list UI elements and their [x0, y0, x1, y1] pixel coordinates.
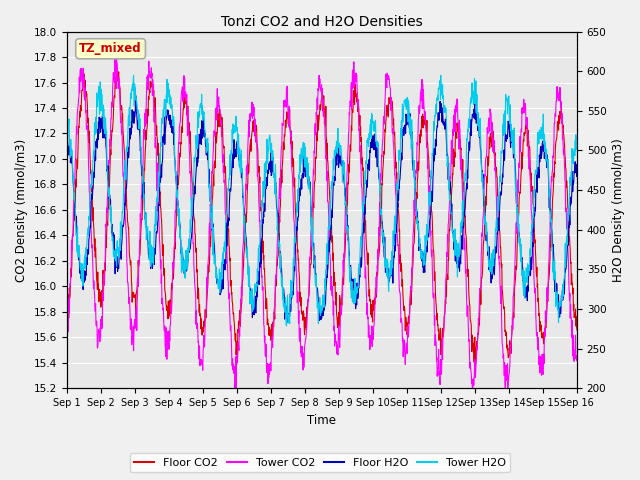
Y-axis label: CO2 Density (mmol/m3): CO2 Density (mmol/m3)	[15, 138, 28, 282]
X-axis label: Time: Time	[307, 414, 336, 427]
Tower H2O	[401, 96, 409, 102]
Tower H2O	[573, 146, 581, 152]
Floor H2O	[164, 108, 172, 113]
Floor CO2	[164, 316, 172, 322]
Text: TZ_mixed: TZ_mixed	[79, 42, 142, 55]
Floor CO2	[63, 316, 70, 322]
Tower H2O	[513, 211, 521, 216]
Floor CO2	[470, 359, 478, 365]
Floor H2O	[177, 236, 184, 241]
Line: Floor CO2: Floor CO2	[67, 72, 577, 362]
Line: Tower H2O: Tower H2O	[67, 75, 577, 326]
Tower H2O	[234, 135, 241, 141]
Floor CO2	[513, 249, 521, 254]
Legend: Floor CO2, Tower CO2, Floor H2O, Tower H2O: Floor CO2, Tower CO2, Floor H2O, Tower H…	[130, 453, 510, 472]
Floor CO2	[573, 327, 581, 333]
Tower H2O	[177, 226, 184, 232]
Floor H2O	[513, 203, 521, 208]
Floor CO2	[234, 353, 241, 359]
Floor H2O	[234, 143, 241, 149]
Title: Tonzi CO2 and H2O Densities: Tonzi CO2 and H2O Densities	[221, 15, 422, 29]
Floor H2O	[401, 127, 409, 132]
Tower H2O	[468, 80, 476, 86]
Tower H2O	[63, 128, 70, 133]
Tower H2O	[130, 72, 138, 78]
Line: Tower CO2: Tower CO2	[67, 54, 577, 388]
Tower CO2	[63, 353, 70, 359]
Tower CO2	[513, 215, 521, 220]
Floor H2O	[284, 320, 291, 325]
Floor CO2	[468, 348, 476, 354]
Tower CO2	[231, 385, 239, 391]
Tower CO2	[234, 345, 242, 350]
Floor H2O	[468, 118, 476, 123]
Tower CO2	[468, 376, 476, 382]
Tower CO2	[401, 361, 409, 367]
Tower H2O	[283, 323, 291, 329]
Floor CO2	[115, 69, 122, 75]
Tower H2O	[164, 87, 172, 93]
Tower CO2	[177, 119, 184, 124]
Line: Floor H2O: Floor H2O	[67, 96, 577, 323]
Floor H2O	[573, 161, 581, 167]
Tower CO2	[111, 51, 118, 57]
Floor CO2	[177, 152, 184, 157]
Floor H2O	[132, 93, 140, 98]
Tower CO2	[573, 353, 581, 359]
Y-axis label: H2O Density (mmol/m3): H2O Density (mmol/m3)	[612, 138, 625, 282]
Tower CO2	[164, 329, 172, 335]
Floor H2O	[63, 129, 70, 134]
Floor CO2	[401, 311, 409, 316]
